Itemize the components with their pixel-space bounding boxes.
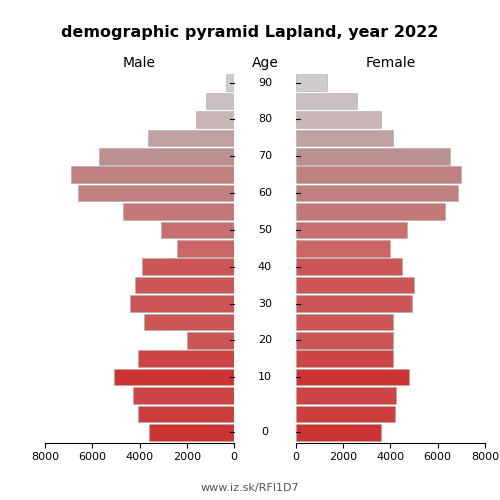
Bar — [296, 240, 390, 256]
Bar — [123, 203, 234, 220]
Text: 40: 40 — [258, 262, 272, 272]
Bar — [296, 203, 445, 220]
Bar — [296, 92, 358, 110]
Bar — [296, 369, 410, 386]
Text: 10: 10 — [258, 372, 272, 382]
Bar — [206, 92, 234, 110]
Bar — [149, 424, 234, 440]
Title: Female: Female — [366, 56, 416, 70]
Bar — [296, 388, 396, 404]
Bar — [296, 166, 462, 183]
Text: 20: 20 — [258, 336, 272, 345]
Bar — [296, 148, 450, 164]
Bar — [142, 258, 234, 275]
Bar — [296, 350, 393, 367]
Bar — [196, 111, 234, 128]
Title: Male: Male — [123, 56, 156, 70]
Bar — [296, 424, 381, 440]
Bar — [178, 240, 234, 256]
Bar — [296, 222, 407, 238]
Bar — [296, 314, 393, 330]
Bar — [78, 185, 234, 202]
Text: 50: 50 — [258, 225, 272, 235]
Bar — [187, 332, 234, 348]
Text: 70: 70 — [258, 152, 272, 162]
Bar — [226, 74, 234, 91]
Bar — [296, 332, 393, 348]
Text: www.iz.sk/RFI1D7: www.iz.sk/RFI1D7 — [200, 482, 300, 492]
Bar — [138, 406, 234, 422]
Bar — [161, 222, 234, 238]
Bar — [296, 111, 381, 128]
Bar — [296, 277, 414, 293]
Bar — [296, 406, 395, 422]
Bar — [71, 166, 234, 183]
Bar — [296, 295, 412, 312]
Bar — [100, 148, 234, 164]
Text: demographic pyramid Lapland, year 2022: demographic pyramid Lapland, year 2022 — [62, 25, 438, 40]
Bar — [138, 350, 234, 367]
Bar — [148, 130, 234, 146]
Bar — [135, 277, 234, 293]
Title: Age: Age — [252, 56, 278, 70]
Text: 90: 90 — [258, 78, 272, 88]
Text: 0: 0 — [262, 428, 268, 438]
Bar — [130, 295, 234, 312]
Bar — [132, 388, 234, 404]
Bar — [296, 74, 326, 91]
Text: 60: 60 — [258, 188, 272, 198]
Bar — [296, 258, 402, 275]
Bar — [296, 130, 393, 146]
Bar — [296, 185, 458, 202]
Text: 80: 80 — [258, 114, 272, 124]
Bar — [144, 314, 234, 330]
Text: 30: 30 — [258, 298, 272, 308]
Bar — [114, 369, 234, 386]
